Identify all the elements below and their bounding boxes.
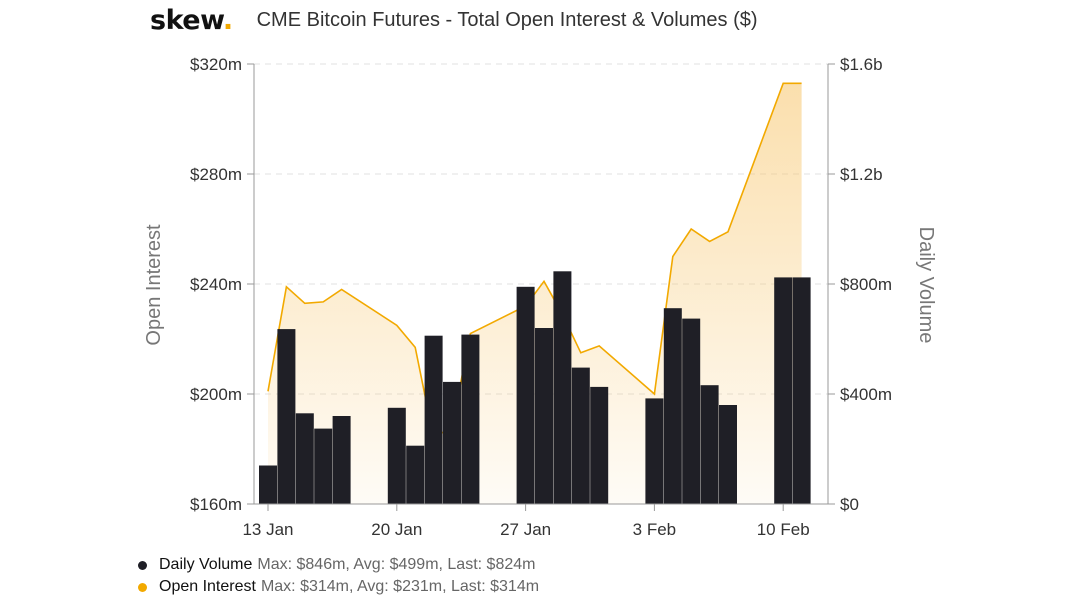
volume-bar	[461, 334, 480, 504]
volume-bar	[700, 385, 719, 504]
volume-bar	[663, 308, 682, 504]
volume-bar	[277, 329, 296, 504]
right-tick-label: $400m	[840, 385, 892, 404]
legend-item-daily-volume[interactable]: Daily Volume Max: $846m, Avg: $499m, Las…	[138, 554, 539, 576]
volume-bar	[314, 428, 333, 504]
volume-bar	[387, 407, 406, 505]
left-tick-label: $280m	[190, 165, 242, 184]
volume-bar	[719, 405, 737, 504]
chart-title: CME Bitcoin Futures - Total Open Interes…	[256, 8, 758, 31]
legend-item-open-interest[interactable]: Open Interest Max: $314m, Avg: $231m, La…	[138, 576, 539, 598]
volume-bar	[571, 367, 590, 504]
chart-header: skew. CME Bitcoin Futures - Total Open I…	[150, 2, 758, 38]
right-tick-label: $1.6b	[840, 55, 883, 74]
legend-label: Daily Volume	[159, 556, 253, 573]
volume-bar	[295, 413, 314, 505]
x-tick-label: 13 Jan	[242, 520, 293, 539]
x-tick-label: 27 Jan	[500, 520, 551, 539]
left-axis-title: Open Interest	[143, 224, 165, 346]
legend-stats: Max: $314m, Avg: $231m, Last: $314m	[260, 578, 540, 595]
left-tick-label: $320m	[190, 55, 242, 74]
left-tick-label: $200m	[190, 385, 242, 404]
x-tick-label: 10 Feb	[757, 520, 810, 539]
volume-bar	[553, 271, 572, 504]
volume-bar	[590, 386, 609, 504]
legend-marker-daily-volume	[138, 560, 147, 570]
right-tick-label: $0	[840, 495, 859, 514]
volume-bar	[424, 335, 443, 504]
legend-marker-open-interest	[138, 582, 147, 592]
chart-legend: Daily Volume Max: $846m, Avg: $499m, Las…	[138, 554, 539, 598]
right-tick-label: $1.2b	[840, 165, 883, 184]
volume-bar	[443, 381, 461, 504]
left-tick-label: $160m	[190, 495, 242, 514]
legend-stats: Max: $846m, Avg: $499m, Last: $824m	[257, 556, 536, 573]
volume-bar	[774, 277, 793, 504]
left-tick-label: $240m	[190, 275, 242, 294]
legend-label: Open Interest	[159, 578, 256, 595]
volume-bar	[535, 328, 553, 504]
right-axis-title: Daily Volume	[915, 227, 937, 344]
skew-logo: skew.	[150, 4, 233, 36]
volume-bar	[792, 277, 811, 504]
open-interest-line	[267, 82, 802, 440]
right-tick-label: $800m	[840, 275, 892, 294]
volume-bar	[645, 398, 664, 504]
volume-bar	[406, 445, 425, 504]
volume-bar	[259, 465, 277, 504]
x-tick-label: 20 Jan	[371, 520, 422, 539]
volume-bar	[332, 416, 351, 504]
x-tick-label: 3 Feb	[633, 520, 676, 539]
volume-bar	[682, 318, 701, 504]
volume-bar	[516, 286, 535, 505]
